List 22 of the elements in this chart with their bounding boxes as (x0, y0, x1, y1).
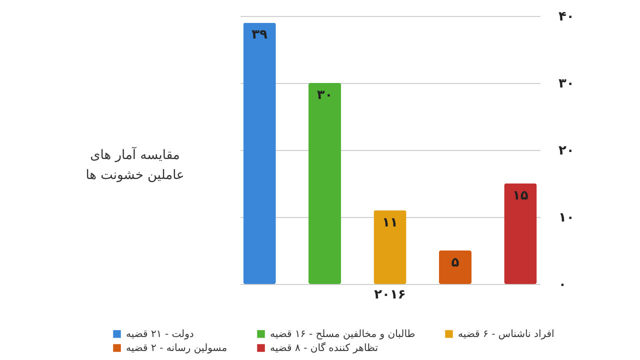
x-tick-label: ۲۰۱۶ (374, 288, 406, 302)
legend-label: دولت - ۲۱ قضیه (126, 329, 194, 340)
bar (438, 250, 472, 284)
data-label: ۵ (451, 256, 460, 270)
data-label: ۱۱ (382, 215, 398, 230)
data-label: ۳۹ (252, 28, 268, 43)
y-tick-label: ۲۰ (558, 144, 574, 158)
text: مقایسه آمار های عاملین خشونت ها (84, 146, 186, 185)
y-tick-label: ۳۰ (558, 76, 574, 92)
y-tick-label: ۱۰ (558, 210, 574, 226)
bar (308, 83, 342, 284)
legend-label: افراد ناشناس - ۶ قضیه (458, 329, 554, 340)
y-tick-label: ۴۰ (558, 10, 574, 24)
legend-label: مسولین رسانه - ۲ قضیه (126, 343, 228, 354)
data-label: ۱۵ (512, 188, 528, 204)
bar (243, 22, 276, 284)
data-label: ۳۰ (316, 88, 333, 103)
bar (374, 210, 406, 284)
bar (504, 184, 537, 284)
y-tick-label: ۰ (558, 278, 566, 292)
legend-label: طالبان و مخالفین مسلح - ۱۶ قضیه (270, 329, 416, 340)
legend-label: تظاهر کننده گان - ۸ قضیه (270, 342, 378, 354)
